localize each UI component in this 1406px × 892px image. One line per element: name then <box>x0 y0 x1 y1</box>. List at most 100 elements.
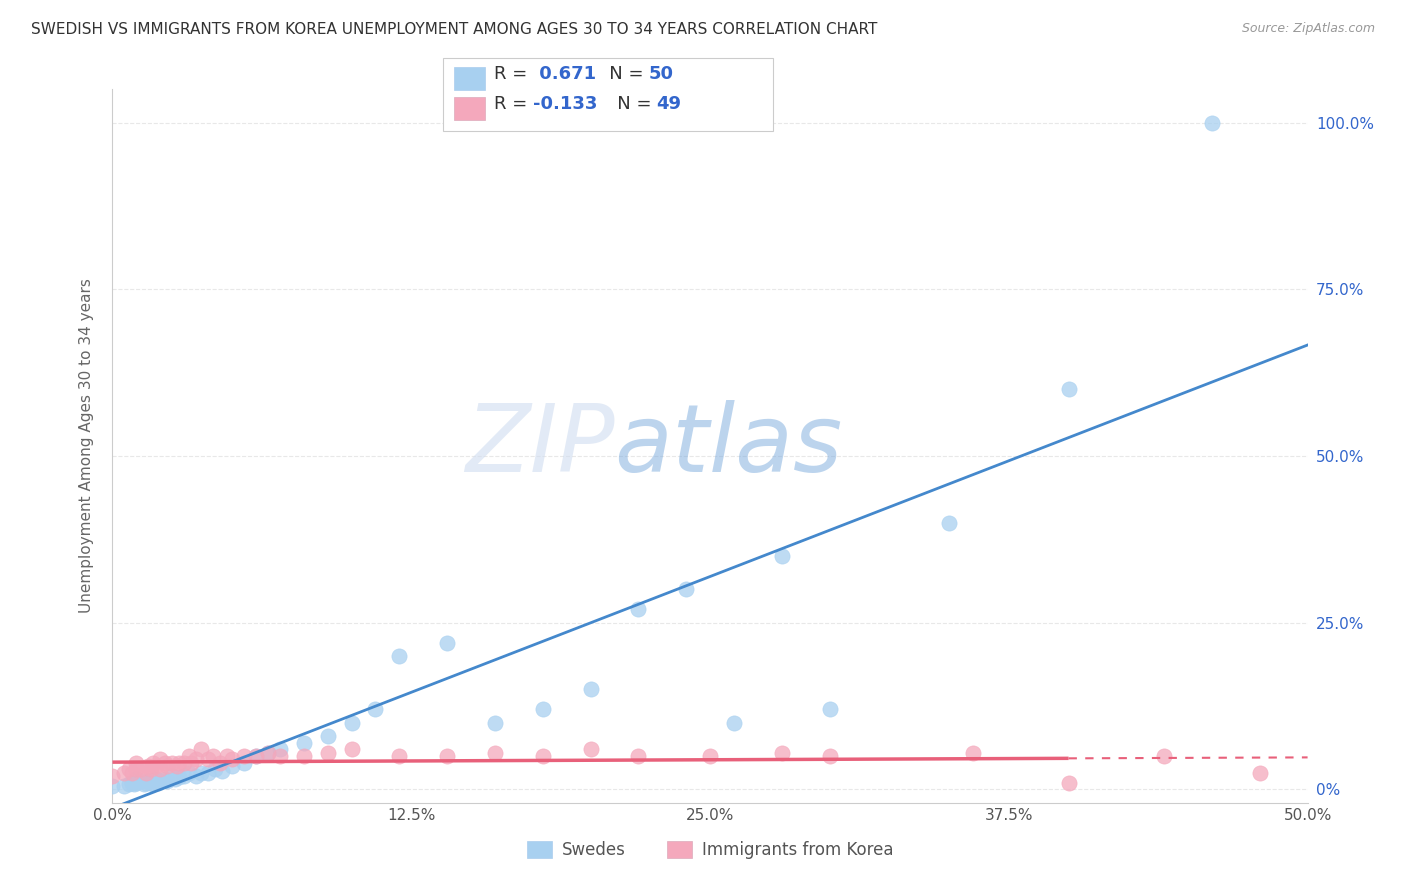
Point <box>217 749 239 764</box>
Point <box>627 749 650 764</box>
Text: R =: R = <box>494 65 533 83</box>
Point <box>436 749 458 764</box>
Point <box>156 774 179 789</box>
Point <box>135 765 157 780</box>
Point <box>292 749 315 764</box>
Text: 49: 49 <box>657 95 682 113</box>
Point <box>125 763 148 777</box>
Point <box>233 749 256 764</box>
Point <box>770 549 793 563</box>
Point <box>316 746 339 760</box>
Text: N =: N = <box>592 65 650 83</box>
Point <box>190 765 212 780</box>
Point <box>675 582 697 597</box>
Point <box>292 736 315 750</box>
Point <box>125 756 148 770</box>
Point <box>221 759 243 773</box>
Text: R =: R = <box>494 95 533 113</box>
Point <box>121 765 143 780</box>
Point <box>209 756 232 770</box>
Point <box>1249 765 1271 780</box>
Point <box>221 752 243 766</box>
Text: Source: ZipAtlas.com: Source: ZipAtlas.com <box>1241 22 1375 36</box>
Point <box>142 756 165 770</box>
Point <box>146 776 169 790</box>
Point <box>163 772 186 787</box>
Text: ZIP: ZIP <box>465 401 614 491</box>
Point <box>125 772 148 787</box>
Point <box>156 759 179 773</box>
Point <box>197 765 219 780</box>
Text: atlas: atlas <box>614 401 842 491</box>
Point <box>531 702 554 716</box>
Text: 0.671: 0.671 <box>533 65 596 83</box>
Point <box>257 746 280 760</box>
Point <box>484 715 506 730</box>
Point <box>938 516 960 530</box>
Point <box>770 746 793 760</box>
Point <box>114 779 135 793</box>
Point <box>132 777 155 791</box>
Point <box>1201 115 1223 129</box>
Point <box>340 715 363 730</box>
Point <box>269 749 291 764</box>
Point <box>962 746 984 760</box>
Point <box>340 742 363 756</box>
Point <box>149 774 172 789</box>
Point <box>162 756 183 770</box>
Point <box>257 746 280 760</box>
Point <box>484 746 506 760</box>
Point <box>245 749 267 764</box>
Point <box>1057 382 1080 396</box>
Point <box>211 764 233 778</box>
Text: 50: 50 <box>648 65 673 83</box>
Point <box>180 756 202 770</box>
Point <box>173 756 195 770</box>
Point <box>125 776 148 790</box>
Point <box>316 729 339 743</box>
Point <box>129 774 152 789</box>
Point <box>166 759 188 773</box>
Point <box>177 749 200 764</box>
Point <box>364 702 387 716</box>
Point <box>118 763 141 777</box>
Point <box>436 636 458 650</box>
Point <box>149 752 172 766</box>
Text: N =: N = <box>600 95 658 113</box>
Point <box>129 763 152 777</box>
Point <box>190 742 212 756</box>
Point <box>186 769 208 783</box>
Point <box>388 649 411 664</box>
Point <box>139 776 162 790</box>
Point <box>162 769 183 783</box>
Point <box>627 602 650 616</box>
Point <box>579 742 602 756</box>
Point <box>818 749 841 764</box>
Point <box>138 759 160 773</box>
Point <box>169 756 191 770</box>
Point <box>139 763 162 777</box>
Point <box>145 759 167 773</box>
Point <box>201 749 224 764</box>
Point <box>579 682 602 697</box>
Point <box>186 752 208 766</box>
Point <box>118 777 141 791</box>
Point <box>1153 749 1175 764</box>
Text: SWEDISH VS IMMIGRANTS FROM KOREA UNEMPLOYMENT AMONG AGES 30 TO 34 YEARS CORRELAT: SWEDISH VS IMMIGRANTS FROM KOREA UNEMPLO… <box>31 22 877 37</box>
Point <box>114 765 135 780</box>
Point <box>197 752 219 766</box>
Point <box>135 776 157 790</box>
Point <box>153 756 176 770</box>
Point <box>149 763 172 777</box>
Point <box>142 777 165 791</box>
Point <box>233 756 256 770</box>
Y-axis label: Unemployment Among Ages 30 to 34 years: Unemployment Among Ages 30 to 34 years <box>79 278 94 614</box>
Point <box>388 749 411 764</box>
Point <box>1057 776 1080 790</box>
Point <box>204 763 226 777</box>
Point <box>138 774 160 789</box>
Point <box>723 715 745 730</box>
Point <box>145 772 167 787</box>
Point <box>269 742 291 756</box>
Point <box>122 777 145 791</box>
